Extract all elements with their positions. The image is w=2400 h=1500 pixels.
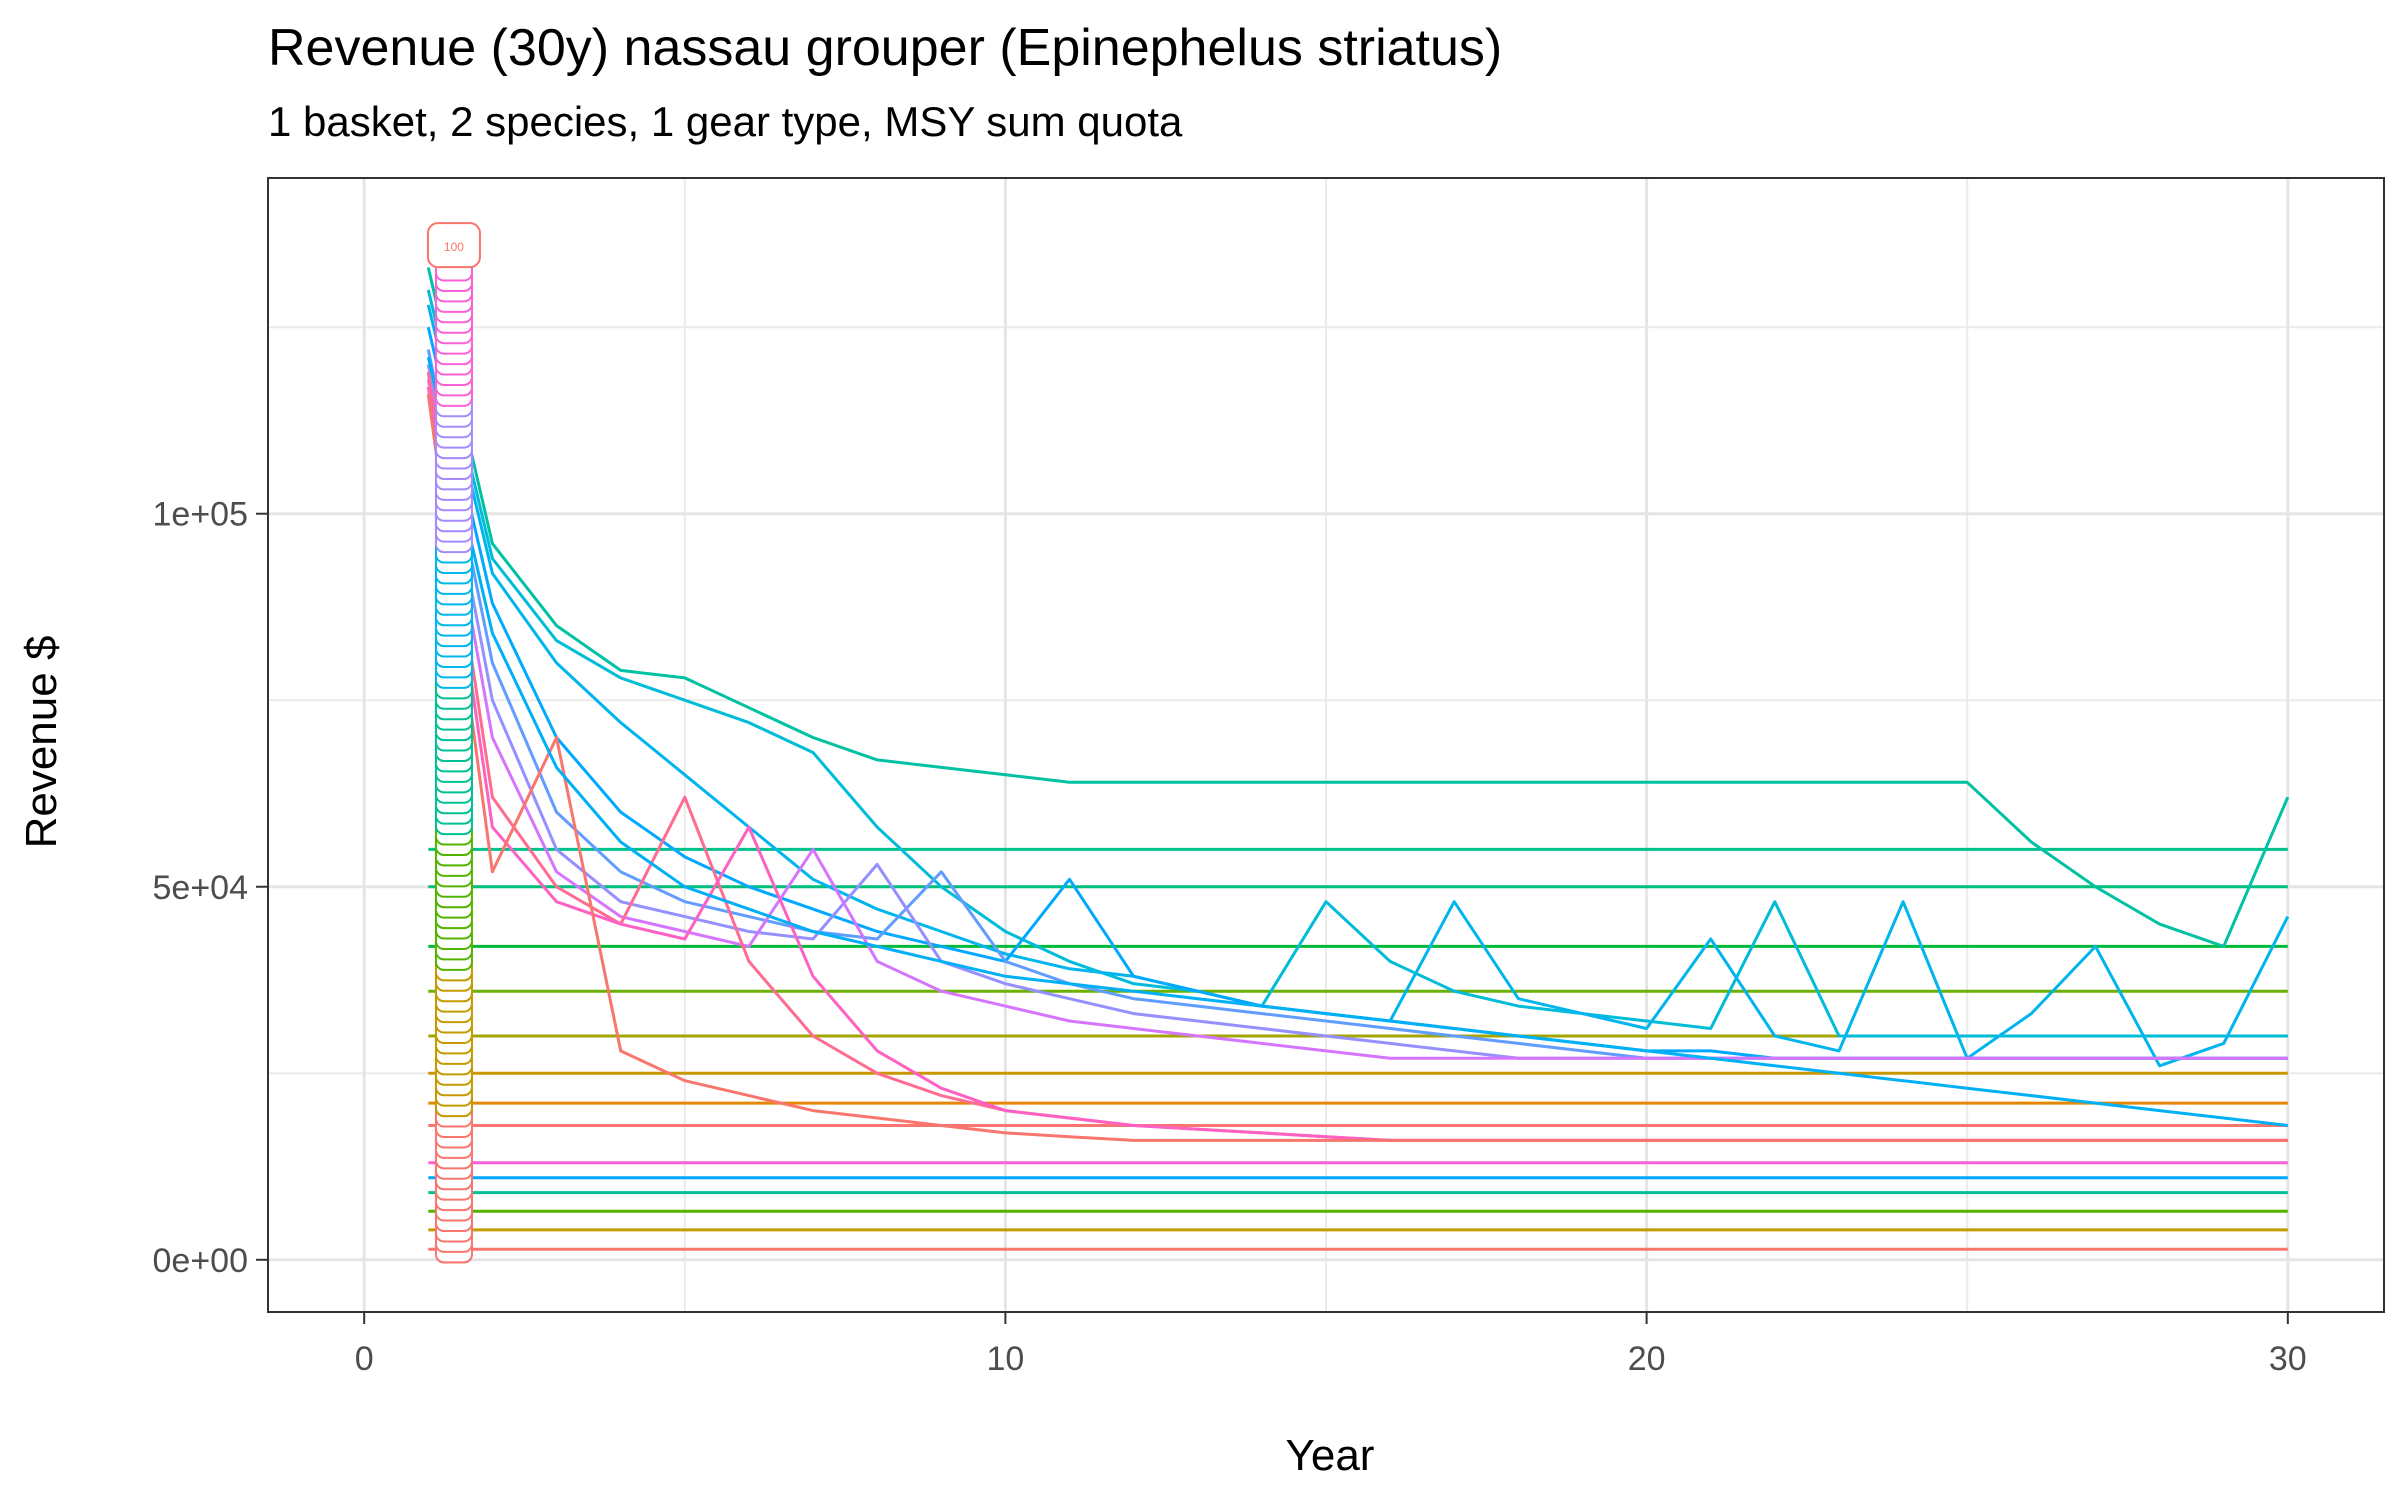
- series-line-18: [426, 326, 2288, 1060]
- series-line-20: [426, 364, 2288, 1060]
- series-line-24: [426, 394, 2288, 1142]
- series-line-16: [426, 289, 2288, 1038]
- series-line-17: [426, 304, 2290, 1068]
- x-axis: 0 10 20 30: [355, 1312, 2307, 1378]
- y-tick-label: 5e+04: [153, 869, 249, 907]
- x-tick-label: 10: [986, 1340, 1024, 1378]
- data-labels: 100: [426, 222, 481, 1264]
- x-tick-label: 20: [1628, 1340, 1666, 1378]
- x-tick-label: 30: [2269, 1340, 2307, 1378]
- chart-title: Revenue (30y) nassau grouper (Epinephelu…: [268, 19, 1503, 77]
- data-label-box-top: [426, 222, 481, 269]
- y-axis-label: Revenue $: [17, 636, 66, 849]
- series-line-19: [426, 349, 2288, 1060]
- y-tick-label: 0e+00: [153, 1242, 249, 1280]
- series-line-21: [426, 379, 2288, 1060]
- x-axis-label: Year: [1286, 1431, 1375, 1480]
- y-axis: 0e+00 5e+04 1e+05: [153, 496, 268, 1280]
- series-line-15: [426, 267, 2290, 948]
- series-lines: [426, 267, 2290, 1251]
- chart-subtitle: 1 basket, 2 species, 1 gear type, MSY su…: [268, 98, 1183, 145]
- panel-border: [267, 177, 2385, 1313]
- x-tick-label: 0: [355, 1340, 374, 1378]
- series-line-25: [426, 356, 2288, 1127]
- y-tick-label: 1e+05: [153, 496, 249, 534]
- series-line-23: [426, 386, 2288, 1142]
- data-label-text: 100: [444, 240, 464, 254]
